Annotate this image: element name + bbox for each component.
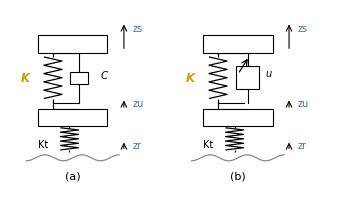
Text: (a): (a) — [65, 170, 81, 180]
Text: ms: ms — [230, 40, 246, 50]
Text: zs: zs — [297, 24, 307, 34]
Bar — [203, 36, 273, 54]
Text: K: K — [185, 72, 194, 85]
Text: mu: mu — [229, 113, 246, 123]
Text: K: K — [20, 72, 29, 85]
Bar — [203, 110, 273, 126]
Text: zs: zs — [132, 24, 142, 34]
Text: u: u — [266, 69, 272, 79]
Text: zu: zu — [297, 99, 309, 109]
Text: Kt: Kt — [203, 139, 213, 149]
Text: Kt: Kt — [38, 139, 48, 149]
Text: ms: ms — [65, 40, 81, 50]
Bar — [38, 110, 108, 126]
Bar — [38, 36, 108, 54]
Bar — [70, 72, 88, 84]
Text: zr: zr — [132, 141, 141, 151]
Text: (b): (b) — [230, 170, 246, 180]
Text: $C$: $C$ — [100, 69, 109, 81]
Text: zu: zu — [132, 99, 144, 109]
Bar — [236, 67, 259, 90]
Text: mu: mu — [64, 113, 81, 123]
Text: zr: zr — [297, 141, 306, 151]
